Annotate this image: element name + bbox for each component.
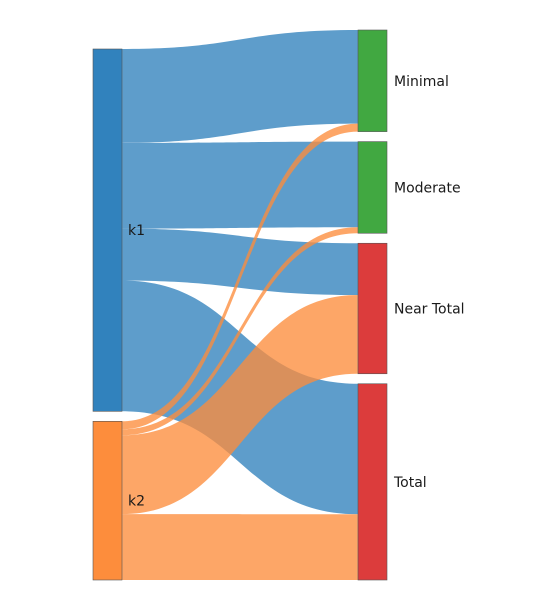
node-k2 [92,421,123,581]
label-near-total: Near Total [394,302,465,318]
link-k1-to-moderate [122,141,358,229]
label-moderate: Moderate [394,180,461,196]
link-k2-to-near_total [122,295,358,515]
link-k1-to-minimal [122,30,358,143]
sankey-nodes [92,29,388,581]
sankey-links [122,30,358,580]
label-k2: k2 [128,494,145,510]
link-k2-to-minimal [122,123,358,430]
label-k1: k1 [128,223,145,239]
node-minimal [357,29,388,132]
node-k1 [92,48,123,412]
link-k2-to-moderate [122,227,358,436]
sankey-labels: k1 k2 Minimal Moderate Near Total Total [128,74,465,510]
label-total: Total [393,475,427,491]
link-k1-to-near_total [122,228,358,296]
node-moderate [357,141,388,234]
label-minimal: Minimal [394,74,449,90]
link-k2-to-total [122,514,358,580]
node-total [357,383,388,581]
node-near-total [357,242,388,375]
